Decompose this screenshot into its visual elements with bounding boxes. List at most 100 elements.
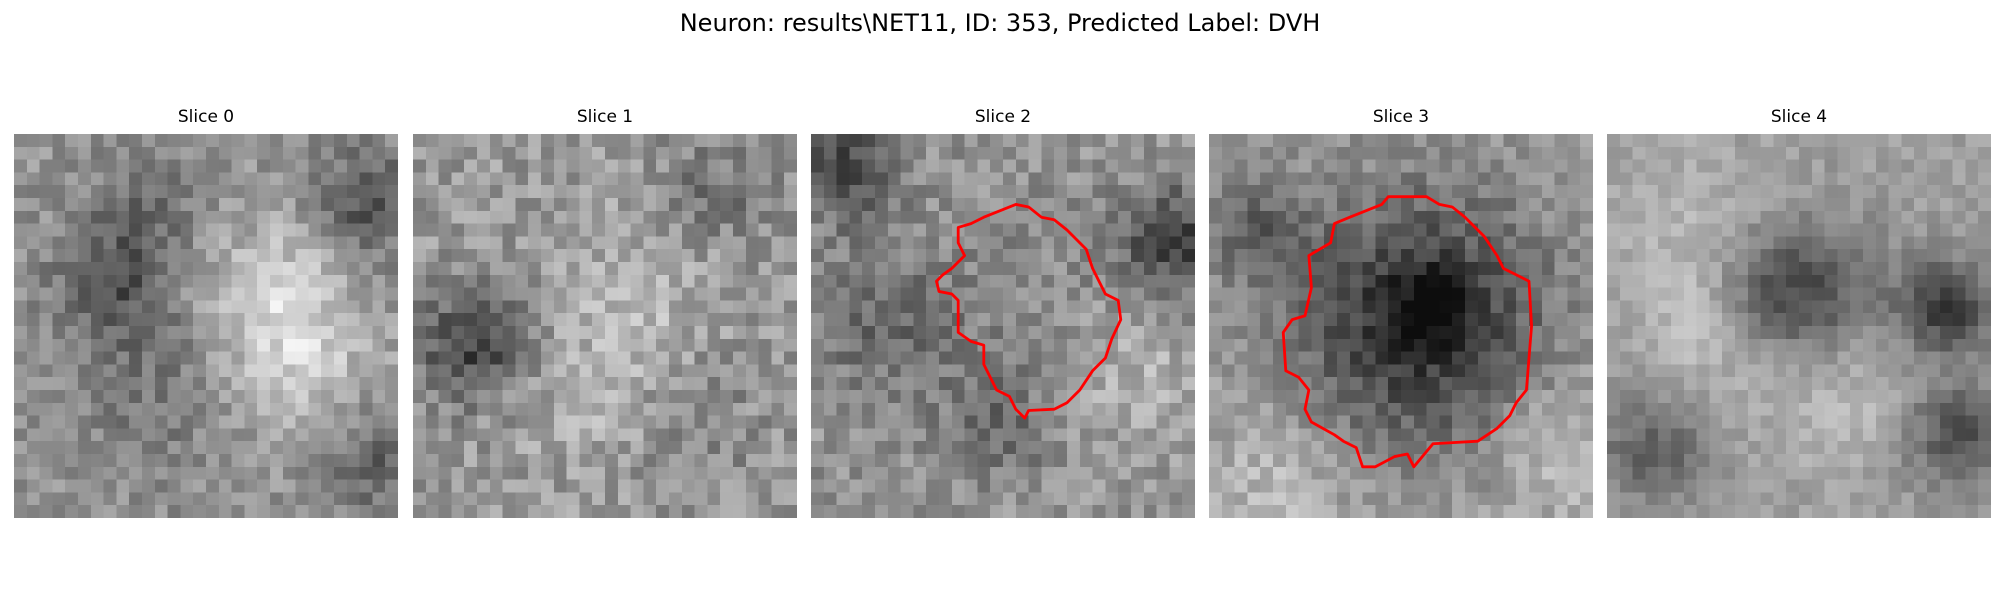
pixel: [334, 172, 348, 186]
pixel: [129, 428, 143, 442]
pixel: [887, 262, 901, 276]
pixel: [1567, 172, 1581, 186]
pixel: [477, 262, 491, 276]
pixel: [1143, 466, 1157, 480]
pixel: [1169, 287, 1183, 301]
pixel: [1041, 377, 1055, 391]
pixel: [154, 287, 168, 301]
pixel: [1079, 274, 1093, 288]
pixel: [1156, 390, 1170, 404]
pixel: [1645, 313, 1659, 327]
pixel: [1413, 249, 1427, 263]
pixel: [964, 351, 978, 365]
pixel: [1477, 249, 1491, 263]
pixel: [116, 172, 130, 186]
pixel: [502, 249, 516, 263]
pixel: [270, 364, 284, 378]
pixel: [720, 198, 734, 212]
pixel: [425, 466, 439, 480]
pixel: [1837, 415, 1851, 429]
pixel: [669, 505, 683, 518]
pixel: [733, 287, 747, 301]
pixel: [385, 236, 398, 250]
pixel: [1260, 287, 1274, 301]
pixel: [823, 185, 837, 199]
pixel: [1349, 300, 1363, 314]
pixel: [1156, 338, 1170, 352]
pixel: [1028, 134, 1042, 148]
pixel: [244, 185, 258, 199]
pixel: [566, 428, 580, 442]
pixel: [1824, 351, 1838, 365]
pixel: [90, 185, 104, 199]
pixel: [1118, 172, 1132, 186]
pixel: [836, 415, 850, 429]
pixel: [142, 466, 156, 480]
pixel: [1978, 172, 1991, 186]
pixel: [771, 313, 785, 327]
pixel: [1837, 210, 1851, 224]
pixel: [385, 146, 398, 160]
pixel: [1311, 402, 1325, 416]
pixel: [413, 262, 427, 276]
pixel: [1837, 454, 1851, 468]
pixel: [1285, 159, 1299, 173]
pixel: [1939, 134, 1953, 148]
pixel: [643, 262, 657, 276]
slice-title-3: Slice 3: [1372, 107, 1430, 127]
pixel: [1067, 210, 1081, 224]
pixel: [541, 454, 555, 468]
pixel: [964, 326, 978, 340]
pixel: [1619, 300, 1633, 314]
pixel: [154, 377, 168, 391]
pixel: [1105, 492, 1119, 506]
pixel: [282, 390, 296, 404]
pixel: [1247, 198, 1261, 212]
pixel: [477, 274, 491, 288]
pixel: [1888, 466, 1902, 480]
pixel: [1503, 351, 1517, 365]
pixel: [1015, 210, 1029, 224]
pixel: [14, 364, 28, 378]
pixel: [951, 492, 965, 506]
pixel: [413, 146, 427, 160]
pixel: [964, 249, 978, 263]
pixel: [1735, 415, 1749, 429]
pixel: [630, 236, 644, 250]
pixel: [643, 172, 657, 186]
pixel: [553, 492, 567, 506]
pixel: [78, 287, 92, 301]
pixel: [1234, 326, 1248, 340]
pixel: [489, 351, 503, 365]
pixel: [1452, 492, 1466, 506]
pixel: [1607, 479, 1621, 493]
pixel: [1554, 479, 1568, 493]
pixel: [694, 159, 708, 173]
pixel: [1658, 198, 1672, 212]
pixel: [1978, 492, 1991, 506]
pixel: [630, 415, 644, 429]
pixel: [1439, 185, 1453, 199]
pixel: [630, 185, 644, 199]
pixel: [694, 428, 708, 442]
pixel: [566, 287, 580, 301]
pixel: [1054, 198, 1068, 212]
pixel: [1978, 326, 1991, 340]
pixel: [1375, 159, 1389, 173]
pixel: [425, 313, 439, 327]
pixel: [1529, 479, 1543, 493]
pixel: [1337, 390, 1351, 404]
pixel: [875, 390, 889, 404]
pixel: [849, 134, 863, 148]
pixel: [295, 300, 309, 314]
pixel: [1285, 185, 1299, 199]
pixel: [745, 223, 759, 237]
pixel: [1850, 479, 1864, 493]
pixel: [605, 198, 619, 212]
pixel: [1541, 313, 1555, 327]
pixel: [913, 466, 927, 480]
pixel: [193, 466, 207, 480]
pixel: [1465, 287, 1479, 301]
pixel: [811, 441, 825, 455]
pixel: [1914, 441, 1928, 455]
